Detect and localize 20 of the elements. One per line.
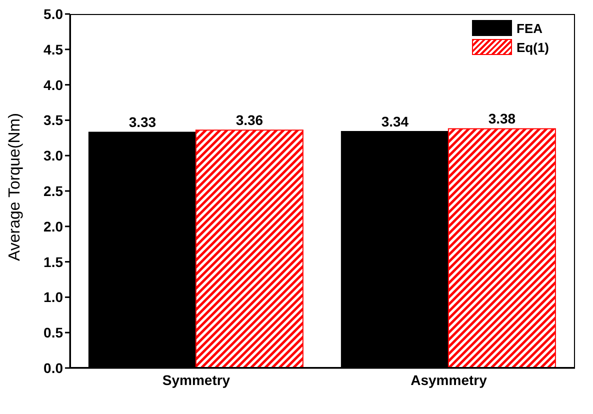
y-axis-title: Average Torque(Nm) xyxy=(6,113,24,261)
x-tick-label: Symmetry xyxy=(162,372,230,388)
y-tick-label: 0.5 xyxy=(44,324,64,341)
y-tick-label: 3.0 xyxy=(44,148,64,164)
y-tick-label: 4.5 xyxy=(44,41,64,58)
x-tick-label: Asymmetry xyxy=(410,372,488,388)
data-label: 3.34 xyxy=(381,114,409,130)
y-tick-label: 4.0 xyxy=(44,76,64,93)
y-tick-label: 1.0 xyxy=(44,289,64,306)
data-label: 3.38 xyxy=(488,110,516,127)
y-tick-label: 5.0 xyxy=(44,6,64,22)
data-label: 3.36 xyxy=(236,112,264,128)
y-tick-label: 1.5 xyxy=(44,254,64,270)
legend-label: FEA xyxy=(516,20,542,36)
y-tick-label: 2.5 xyxy=(44,182,64,199)
y-tick-label: 2.0 xyxy=(44,218,64,234)
data-label: 3.33 xyxy=(128,114,156,130)
y-tick-label: 3.5 xyxy=(44,112,64,128)
y-tick-label: 0.0 xyxy=(44,360,64,376)
legend-label: Eq(1) xyxy=(516,40,549,54)
